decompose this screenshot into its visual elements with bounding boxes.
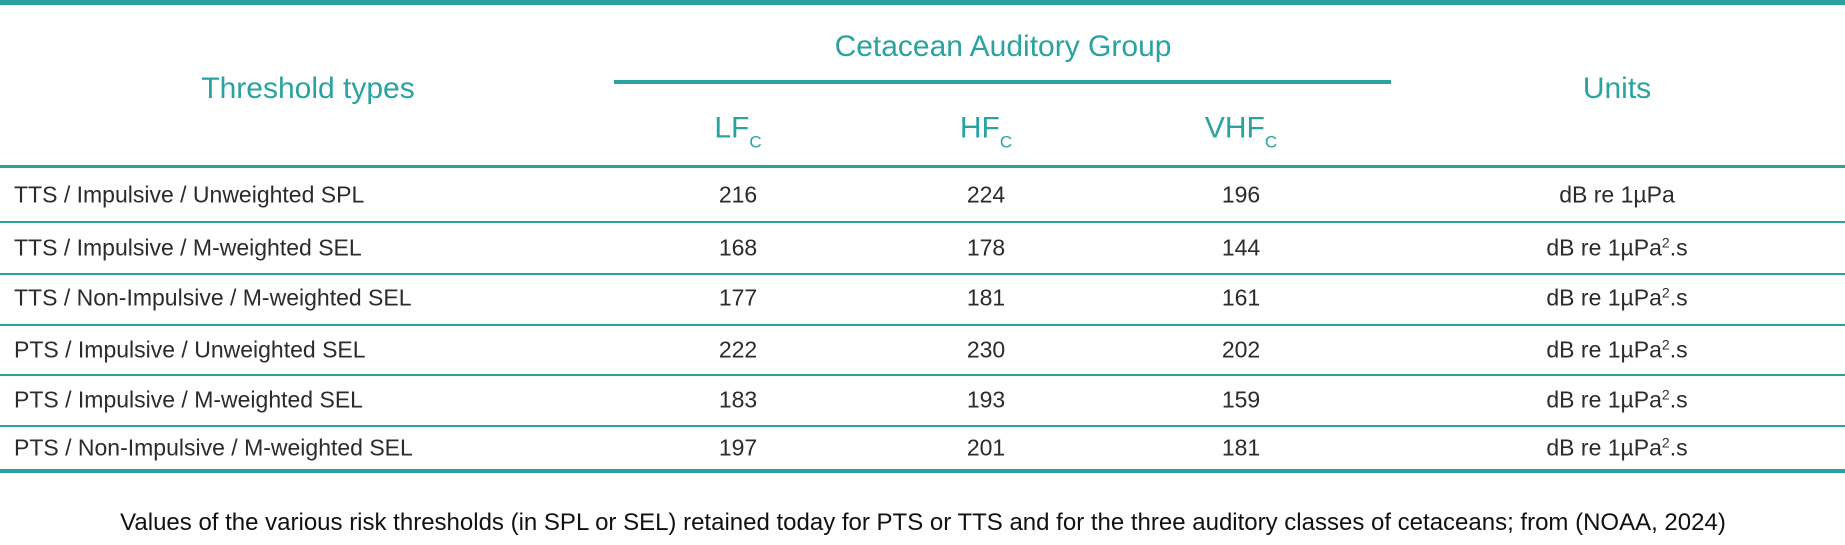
unit-exponent: 2 — [1661, 336, 1670, 353]
value-cell: 193 — [966, 386, 1006, 413]
subgroup-name: HF — [959, 111, 1000, 145]
row-rule — [0, 324, 1845, 326]
units-cell: dB re 1µPa2.s — [1546, 235, 1687, 262]
units-cell: dB re 1µPa2.s — [1546, 285, 1687, 312]
unit-exponent: 2 — [1661, 434, 1670, 451]
unit-exponent: 2 — [1661, 386, 1670, 403]
subgroup-name: LF — [714, 111, 750, 145]
subgroup-subscript: C — [749, 132, 762, 152]
header-subgroup: VHFC — [1205, 112, 1277, 153]
header-threshold: Threshold types — [201, 72, 415, 105]
value-cell: 168 — [718, 234, 758, 261]
value-cell: 197 — [718, 434, 758, 461]
unit-text: dB re 1µPa — [1546, 336, 1662, 363]
threshold-type: PTS / Non-Impulsive / M-weighted SEL — [14, 434, 413, 461]
row-rule — [0, 221, 1845, 223]
unit-text: dB re 1µPa — [1546, 434, 1662, 461]
value-cell: 181 — [966, 284, 1006, 311]
row-rule — [0, 273, 1845, 275]
value-cell: 181 — [1221, 434, 1261, 461]
header-subgroup: HFC — [960, 112, 1012, 153]
threshold-type: TTS / Impulsive / M-weighted SEL — [14, 234, 362, 261]
value-cell: 222 — [718, 336, 758, 363]
value-cell: 196 — [1221, 181, 1261, 208]
unit-text: dB re 1µPa — [1546, 284, 1662, 311]
header-rule — [0, 165, 1845, 168]
subgroup-subscript: C — [999, 132, 1013, 152]
unit-text: dB re 1µPa — [1546, 234, 1662, 261]
value-cell: 144 — [1221, 234, 1261, 261]
value-cell: 216 — [718, 181, 758, 208]
units-cell: dB re 1µPa — [1559, 182, 1675, 209]
value-cell: 183 — [718, 386, 758, 413]
unit-text: dB re 1µPa — [1559, 181, 1675, 208]
units-cell: dB re 1µPa2.s — [1546, 387, 1687, 414]
value-cell: 224 — [966, 181, 1006, 208]
value-cell: 178 — [966, 234, 1006, 261]
value-cell: 161 — [1221, 284, 1261, 311]
header-units: Units — [1582, 72, 1652, 105]
header-subgroup: LFC — [714, 112, 761, 153]
unit-exponent: 2 — [1661, 234, 1670, 251]
value-cell: 159 — [1221, 386, 1261, 413]
threshold-type: PTS / Impulsive / M-weighted SEL — [14, 386, 363, 413]
header-group: Cetacean Auditory Group — [834, 30, 1172, 63]
value-cell: 201 — [966, 434, 1006, 461]
threshold-type: TTS / Impulsive / Unweighted SPL — [14, 181, 365, 208]
bottom-rule — [0, 469, 1845, 473]
unit-text: .s — [1669, 336, 1688, 363]
value-cell: 230 — [966, 336, 1006, 363]
top-rule — [0, 0, 1845, 5]
units-cell: dB re 1µPa2.s — [1546, 337, 1687, 364]
value-cell: 202 — [1221, 336, 1261, 363]
group-rule — [614, 80, 1391, 84]
unit-text: .s — [1669, 234, 1688, 261]
threshold-type: PTS / Impulsive / Unweighted SEL — [14, 336, 366, 363]
threshold-type: TTS / Non-Impulsive / M-weighted SEL — [14, 284, 412, 311]
unit-exponent: 2 — [1661, 284, 1670, 301]
subgroup-name: VHF — [1204, 111, 1265, 145]
row-rule — [0, 374, 1845, 376]
units-cell: dB re 1µPa2.s — [1546, 435, 1687, 462]
caption: Values of the various risk thresholds (i… — [120, 509, 1726, 536]
row-rule — [0, 425, 1845, 427]
unit-text: dB re 1µPa — [1546, 386, 1662, 413]
subgroup-subscript: C — [1264, 132, 1278, 152]
value-cell: 177 — [718, 284, 758, 311]
unit-text: .s — [1669, 386, 1688, 413]
unit-text: .s — [1669, 434, 1688, 461]
unit-text: .s — [1669, 284, 1688, 311]
